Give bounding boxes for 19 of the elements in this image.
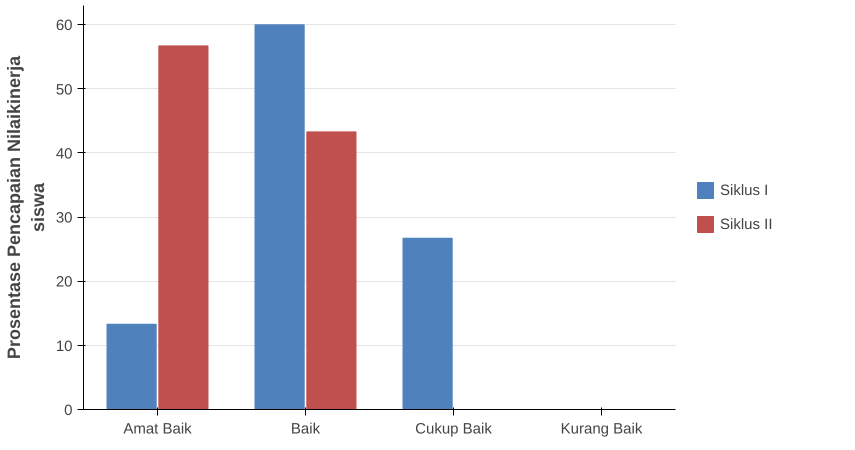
y-tick-label: 40 [56,145,73,162]
y-tick-label: 0 [64,402,72,419]
x-tick-label: Kurang Baik [560,420,643,438]
x-tick-label: Baik [290,420,321,438]
y-tick-label: 20 [56,274,73,291]
y-tick-label: 60 [56,17,73,34]
bar [402,238,453,410]
bar [106,324,157,410]
y-tick-label: 10 [56,338,73,355]
bar [158,45,209,410]
legend-label: Siklus I [720,182,768,198]
legend-label: Siklus II [720,216,773,232]
y-tick-label: 50 [56,81,73,98]
y-axis-title: Prosentase Pencapaian Nilaikinerja siswa [4,54,48,360]
y-tick-label: 30 [56,210,73,227]
bar [306,131,357,410]
x-tick-label: Cukup Baik [415,420,492,438]
bar [254,24,305,410]
x-tick-label: Amat Baik [123,420,192,438]
